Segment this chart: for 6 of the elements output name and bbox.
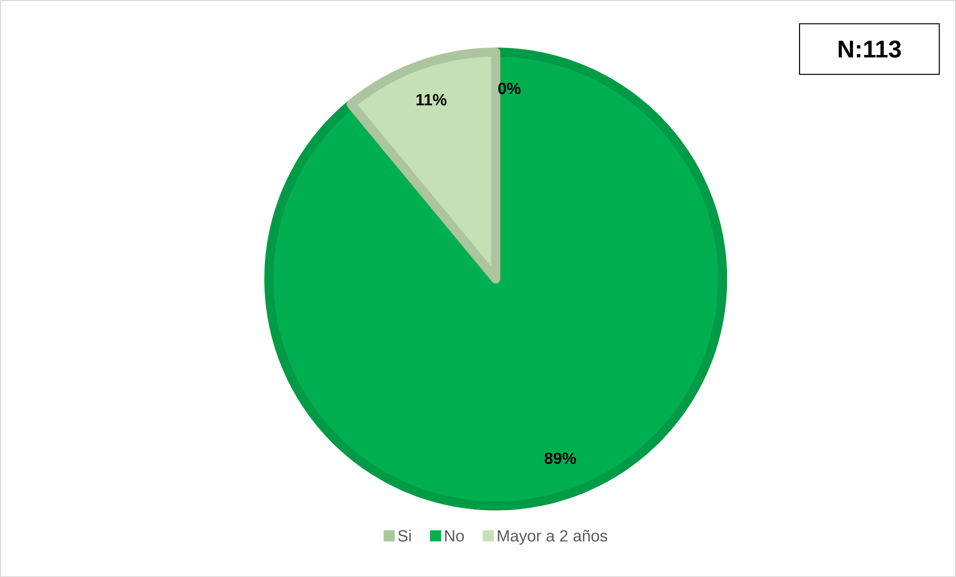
data-label: 11% bbox=[416, 94, 446, 106]
legend-label: No bbox=[445, 530, 464, 542]
legend-label: Si bbox=[398, 530, 411, 542]
text: N:113 bbox=[838, 40, 901, 58]
data-label: 89% bbox=[544, 452, 576, 464]
legend-label: Mayor a 2 años bbox=[498, 530, 608, 545]
